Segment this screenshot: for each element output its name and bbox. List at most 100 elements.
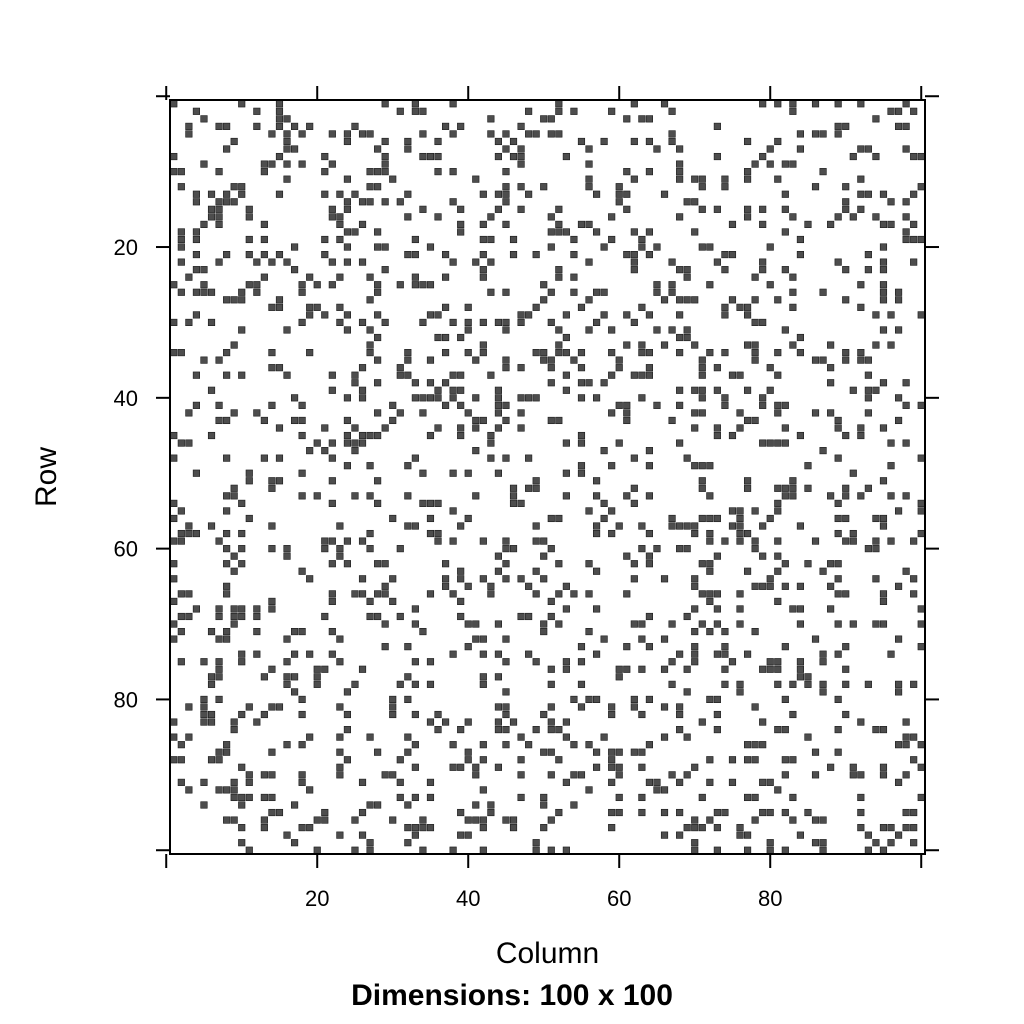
matrix-cell — [766, 808, 774, 817]
matrix-cell — [849, 620, 857, 628]
matrix-cell — [698, 371, 706, 379]
x-axis-title: Column — [496, 937, 599, 970]
matrix-cell — [570, 695, 578, 703]
matrix-cell — [759, 318, 767, 327]
matrix-cell — [290, 627, 299, 636]
matrix-cell — [910, 733, 918, 741]
matrix-cell — [592, 695, 601, 703]
matrix-cell — [404, 356, 412, 364]
matrix-cell — [238, 183, 246, 191]
matrix-cell — [796, 145, 805, 153]
matrix-cell — [411, 235, 419, 244]
matrix-cell — [547, 612, 555, 621]
matrix-cell — [366, 130, 374, 138]
matrix-cell — [185, 786, 193, 794]
matrix-cell — [728, 251, 737, 259]
matrix-cell — [743, 741, 752, 749]
matrix-cell — [200, 115, 208, 123]
matrix-cell — [328, 537, 336, 545]
matrix-cell — [449, 590, 457, 598]
matrix-cell — [789, 756, 797, 764]
matrix-cell — [713, 386, 721, 394]
matrix-cell — [585, 160, 593, 168]
matrix-cell — [562, 152, 570, 161]
matrix-cell — [902, 235, 910, 244]
matrix-cell — [713, 122, 721, 130]
matrix-cell — [441, 333, 450, 342]
matrix-cell — [638, 665, 646, 673]
matrix-cell — [781, 846, 789, 854]
matrix-cell — [879, 296, 888, 304]
matrix-cell — [849, 771, 857, 779]
matrix-cell — [457, 424, 465, 432]
matrix-cell — [676, 213, 684, 221]
matrix-cell — [464, 409, 472, 417]
matrix-cell — [902, 198, 910, 206]
matrix-cell — [660, 786, 669, 794]
matrix-cell — [736, 831, 744, 839]
matrix-cell — [283, 545, 291, 553]
matrix-cell — [230, 552, 238, 560]
matrix-cell — [411, 394, 419, 402]
matrix-cell — [336, 703, 344, 711]
matrix-cell — [819, 447, 827, 455]
matrix-cell — [479, 220, 487, 228]
matrix-cell — [215, 220, 223, 228]
matrix-cell — [547, 771, 555, 779]
matrix-cell — [668, 137, 676, 146]
matrix-cell — [525, 130, 533, 138]
matrix-cell — [736, 590, 744, 598]
matrix-cell — [426, 379, 435, 387]
matrix-cell — [290, 122, 299, 130]
matrix-cell — [849, 763, 857, 771]
matrix-cell — [781, 808, 789, 817]
matrix-cell — [592, 650, 601, 658]
matrix-cell — [781, 560, 789, 568]
matrix-cell — [653, 786, 661, 794]
matrix-cell — [864, 266, 872, 274]
matrix-cell — [426, 499, 435, 507]
matrix-cell — [275, 115, 284, 123]
matrix-cell — [328, 205, 336, 213]
matrix-cell — [283, 160, 291, 168]
matrix-cell — [608, 462, 616, 470]
matrix-cell — [743, 386, 752, 394]
matrix-cell — [502, 741, 510, 749]
matrix-cell — [819, 130, 827, 138]
matrix-cell — [789, 160, 797, 168]
matrix-cell — [457, 831, 465, 839]
matrix-cell — [600, 514, 608, 523]
matrix-cell — [864, 831, 872, 839]
matrix-cell — [691, 575, 699, 583]
matrix-cell — [351, 447, 359, 455]
matrix-cell — [706, 560, 714, 568]
matrix-cell — [774, 552, 782, 560]
matrix-cell — [751, 296, 759, 304]
matrix-cell — [879, 424, 888, 432]
matrix-cell — [660, 190, 669, 198]
matrix-cell — [879, 220, 888, 228]
matrix-cell — [713, 205, 721, 213]
matrix-cell — [434, 311, 442, 319]
matrix-cell — [253, 612, 261, 621]
matrix-cell — [894, 416, 903, 425]
matrix-cell — [781, 326, 789, 334]
matrix-cell — [517, 733, 525, 741]
matrix-cell — [223, 454, 231, 462]
matrix-cell — [517, 499, 525, 507]
matrix-cell — [668, 326, 676, 334]
matrix-cell — [532, 251, 540, 259]
matrix-cell — [819, 680, 827, 688]
matrix-cell — [321, 808, 329, 817]
matrix-cell — [766, 839, 774, 847]
matrix-cell — [532, 349, 540, 357]
matrix-cell — [464, 718, 472, 726]
matrix-cell — [358, 220, 367, 228]
matrix-cell — [389, 816, 397, 824]
matrix-cell — [691, 424, 699, 432]
matrix-cell — [487, 258, 495, 266]
matrix-cell — [389, 401, 397, 409]
matrix-cell — [759, 582, 767, 590]
matrix-cell — [774, 665, 782, 673]
matrix-cell — [842, 680, 850, 688]
